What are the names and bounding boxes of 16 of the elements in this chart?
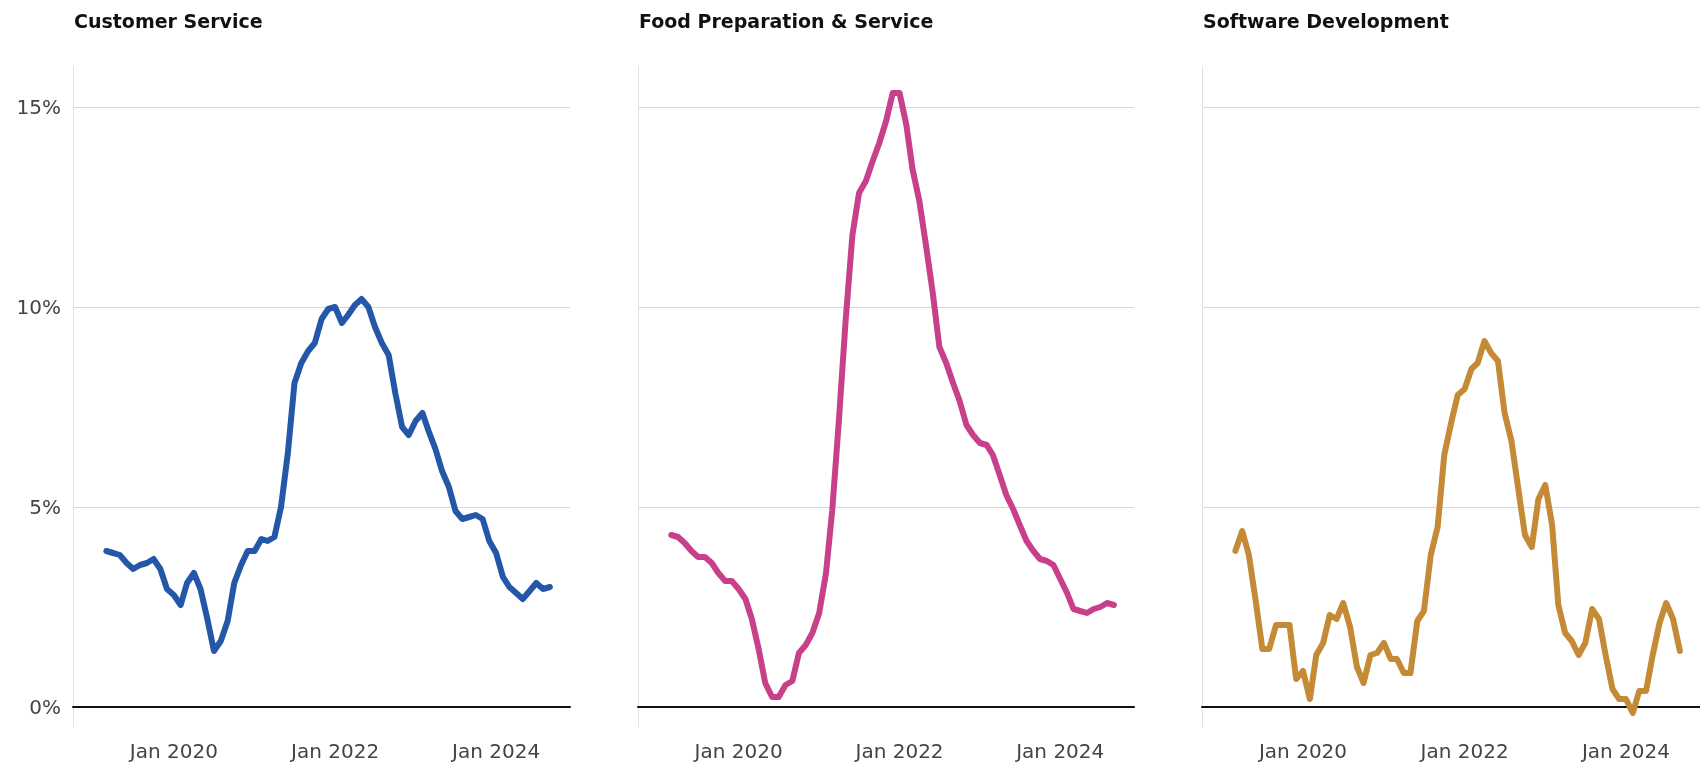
x-tick-label: Jan 2020: [1256, 739, 1348, 762]
x-tick-label: Jan 2022: [289, 739, 380, 762]
y-tick-label: 10%: [16, 295, 61, 319]
chart-title: Food Preparation & Service: [639, 9, 934, 32]
x-tick-label: Jan 2020: [127, 739, 218, 762]
x-tick-label: Jan 2020: [692, 739, 783, 762]
y-tick-label: 15%: [16, 95, 61, 119]
y-tick-label: 0%: [29, 695, 61, 719]
x-tick-label: Jan 2024: [1579, 739, 1670, 762]
x-tick-label: Jan 2024: [450, 739, 541, 762]
x-tick-label: Jan 2022: [1418, 739, 1509, 762]
x-tick-label: Jan 2022: [853, 739, 944, 762]
x-tick-label: Jan 2024: [1014, 739, 1105, 762]
y-tick-label: 5%: [29, 495, 61, 519]
chart-title: Customer Service: [74, 9, 263, 32]
chart-title: Software Development: [1203, 9, 1449, 32]
